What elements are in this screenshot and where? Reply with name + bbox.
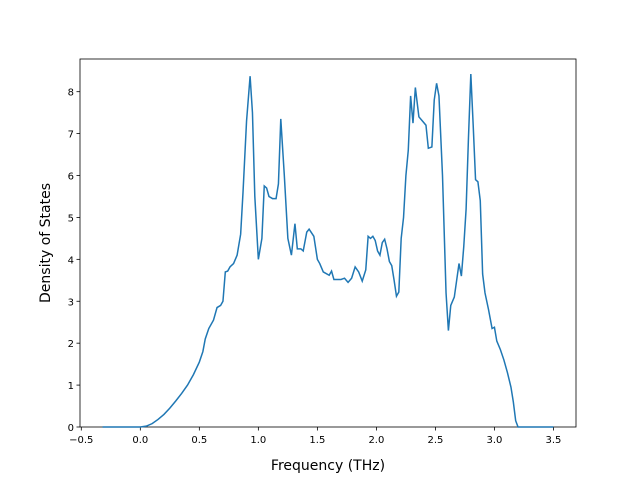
y-tick-label: 3 — [68, 297, 74, 308]
x-tick-label: 1.0 — [250, 435, 266, 446]
x-tick-label: −0.5 — [69, 435, 93, 446]
y-tick-label: 6 — [68, 172, 74, 183]
y-axis-label: Density of States — [38, 183, 54, 303]
x-tick-label: 2.5 — [427, 435, 443, 446]
x-tick-label: 2.0 — [368, 435, 384, 446]
y-tick-label: 8 — [68, 88, 74, 99]
x-tick-label: 0.0 — [132, 435, 148, 446]
x-tick-label: 1.5 — [309, 435, 325, 446]
y-tick-label: 0 — [68, 423, 74, 434]
y-tick-label: 4 — [68, 255, 74, 266]
x-tick-label: 3.0 — [486, 435, 502, 446]
x-tick-label: 3.5 — [546, 435, 562, 446]
x-tick-label: 0.5 — [191, 435, 207, 446]
y-tick-label: 5 — [68, 213, 74, 224]
y-tick-label: 7 — [68, 130, 74, 141]
x-axis-label: Frequency (THz) — [271, 458, 385, 474]
line-series — [102, 74, 554, 428]
y-tick-label: 2 — [68, 339, 74, 350]
y-tick-label: 1 — [68, 381, 74, 392]
axes-frame — [79, 58, 577, 428]
